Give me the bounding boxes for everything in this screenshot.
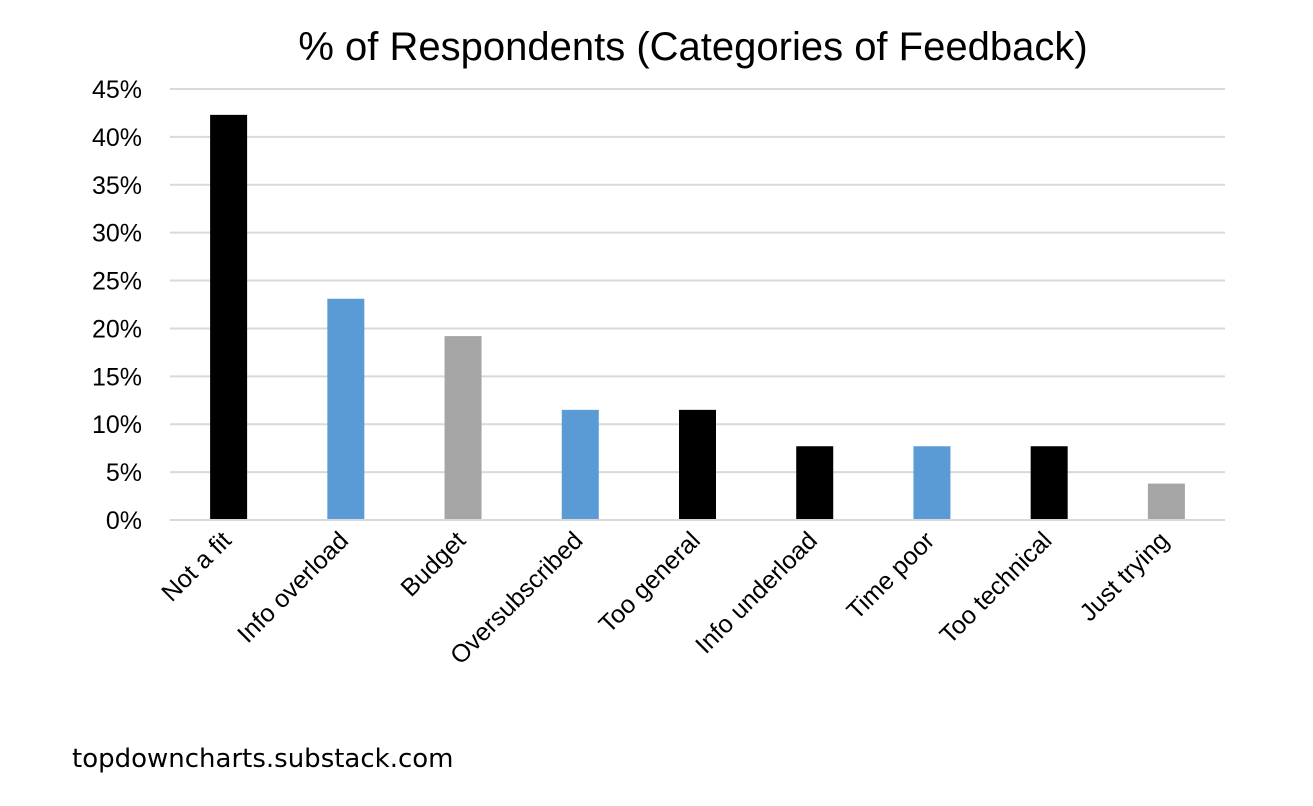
x-tick-label: Not a fit <box>156 526 237 607</box>
x-tick-label: Budget <box>395 526 471 602</box>
bar-not-a-fit <box>210 114 248 521</box>
y-tick-label: 5% <box>106 459 142 487</box>
source-text: topdowncharts.substack.com <box>72 744 454 774</box>
y-tick-label: 20% <box>92 315 142 343</box>
y-tick-label: 15% <box>92 363 142 391</box>
y-tick-label: 40% <box>92 124 142 152</box>
y-tick-label: 30% <box>92 220 142 248</box>
bar-budget <box>444 336 482 520</box>
x-tick-label: Too technical <box>934 526 1057 649</box>
y-tick-label: 25% <box>92 268 142 296</box>
bar-oversubscribed <box>561 409 599 520</box>
y-tick-label: 10% <box>92 411 142 439</box>
x-tick-label: Too general <box>594 526 706 638</box>
x-tick-label: Info underload <box>690 526 823 659</box>
bar-too-general <box>679 409 716 520</box>
y-tick-label: 45% <box>92 76 142 104</box>
bar-info-underload <box>796 446 834 520</box>
y-tick-label: 0% <box>106 507 142 535</box>
y-axis-ticks: 0% 5% 10% 15% 20% 25% 30% 35% 40% 45% <box>92 76 142 535</box>
x-tick-label: Info overload <box>232 526 354 648</box>
bar-too-technical <box>1030 446 1068 520</box>
chart-title: % of Respondents (Categories of Feedback… <box>298 25 1087 69</box>
x-tick-label: Time poor <box>841 526 940 625</box>
bar-just-trying <box>1147 483 1185 520</box>
bar-time-poor <box>913 446 951 520</box>
y-tick-label: 35% <box>92 172 142 200</box>
bar-info-overload <box>327 298 365 520</box>
bars <box>170 114 1225 521</box>
x-tick-label: Just trying <box>1074 526 1174 626</box>
